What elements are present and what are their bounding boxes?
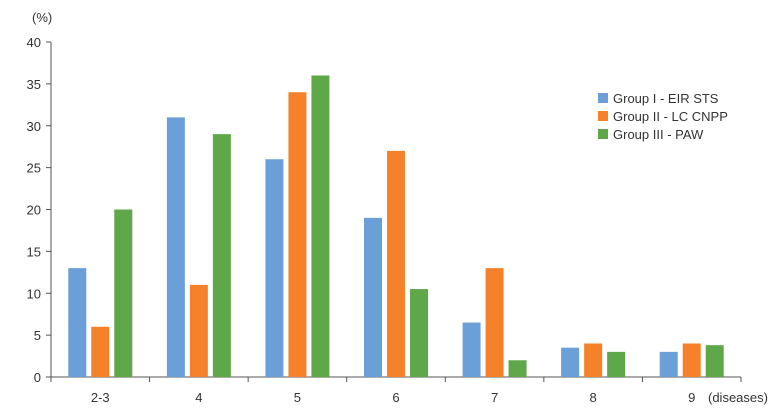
legend-swatch [598,111,608,121]
bar [114,209,133,377]
y-tick-label: 10 [27,286,41,301]
bars [68,75,724,377]
bar [311,75,330,377]
y-tick-label: 25 [27,161,41,176]
bar [91,326,110,377]
bar [682,343,701,377]
x-tick-label: 6 [392,390,399,405]
bar [607,351,626,377]
x-axis: 2-3 4 5 6 7 8 9 [50,376,742,405]
y-tick-label: 0 [34,370,41,385]
x-tick-label: 9 [688,390,695,405]
x-tick-label: 5 [294,390,301,405]
y-axis-unit-label: (%) [32,10,52,25]
bar [288,92,307,377]
bar [410,289,428,377]
y-tick-label: 15 [27,244,41,259]
legend-swatch [598,93,608,103]
x-tick-label: 8 [590,390,597,405]
bar [659,351,678,377]
bar [68,268,87,377]
y-tick-label: 20 [27,203,41,218]
bar [166,117,185,377]
legend-label: Group I - EIR STS [613,91,719,106]
bar [212,134,231,377]
bar [462,322,481,377]
legend-swatch [598,129,608,139]
bar [485,268,504,377]
legend: Group I - EIR STS Group II - LC CNPP Group… [598,91,728,142]
y-tick-label: 30 [27,119,41,134]
y-axis: 0 5 10 15 20 25 30 35 40 [27,35,52,385]
bar [584,343,603,377]
x-tick-label: 7 [491,390,498,405]
y-tick-label: 5 [34,328,41,343]
y-tick-label: 40 [27,35,41,50]
bar [561,347,580,377]
y-tick-label: 35 [27,77,41,92]
bar [189,284,208,377]
x-tick-label: 4 [195,390,202,405]
bar [508,360,527,377]
legend-label: Group II - LC CNPP [613,109,728,124]
legend-label: Group III - PAW [613,127,704,142]
bar [705,345,724,377]
x-tick-label: 2-3 [91,390,110,405]
bar [364,217,382,377]
bar [265,159,284,377]
x-axis-unit-label: (diseases) [708,390,768,405]
bar [387,150,405,377]
